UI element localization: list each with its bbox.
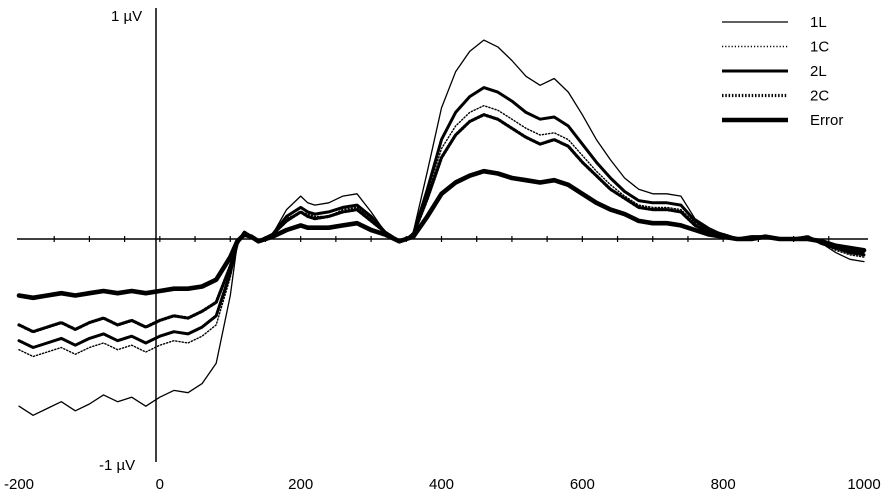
- series-line-error: [16, 168, 867, 301]
- y-axis-top-label: 1 µV: [111, 8, 142, 25]
- x-tick-label: 1000: [847, 476, 880, 493]
- series-line-2l: [17, 86, 866, 349]
- chart-axes: -200 0 200 400 600 800 1000: [4, 8, 881, 493]
- legend-label-2c: 2C: [810, 88, 829, 105]
- legend-label-1l: 1L: [810, 14, 827, 31]
- x-tick-label: 600: [570, 476, 595, 493]
- legend-label-2l: 2L: [810, 63, 827, 80]
- legend-label-1c: 1C: [810, 39, 829, 56]
- x-tick-label: -200: [4, 476, 34, 493]
- x-tick-label: 800: [711, 476, 736, 493]
- legend-label-error: Error: [810, 112, 843, 129]
- series-line-1c: [18, 104, 865, 358]
- y-axis-bottom-label: -1 µV: [99, 457, 135, 474]
- x-tick-label: 400: [429, 476, 454, 493]
- series-layer: [16, 39, 867, 416]
- chart-legend: 1L 1C 2L 2C Error: [722, 14, 843, 129]
- series-line-1l: [18, 39, 865, 416]
- x-tick-label: 200: [288, 476, 313, 493]
- x-tick-label: 0: [156, 476, 164, 493]
- series-line-2c: [17, 113, 866, 334]
